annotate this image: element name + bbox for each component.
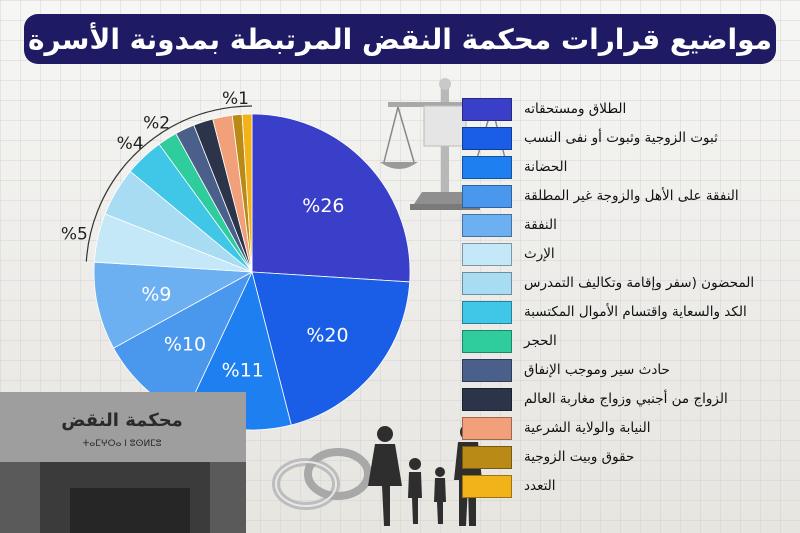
legend-label: الإرث: [524, 245, 555, 262]
legend-label: الكد والسعاية واقتسام الأموال المكتسبة: [524, 303, 747, 320]
legend-item: النفقة على الأهل والزوجة غير المطلقة: [462, 181, 752, 210]
legend-item: التعدد: [462, 471, 752, 500]
legend-item: الطلاق ومستحقاته: [462, 94, 752, 123]
slice-label: %11: [222, 360, 264, 382]
callout-arc: [85, 165, 125, 262]
legend: الطلاق ومستحقاته ثبوت الزوجية وثبوت أو نف…: [462, 94, 755, 500]
legend-label: الزواج من أجنبي وزواج مغاربة العالم: [524, 390, 728, 407]
legend-item: الكد والسعاية واقتسام الأموال المكتسبة: [462, 297, 752, 326]
legend-item: حادث سير وموجب الإنفاق: [462, 355, 752, 384]
legend-swatch: [462, 243, 512, 266]
legend-label: الحجر: [524, 332, 557, 349]
legend-label: ثبوت الزوجية وثبوت أو نفى النسب: [524, 129, 718, 146]
pie-callouts: [85, 105, 253, 262]
legend-swatch: [462, 359, 512, 382]
legend-swatch: [462, 156, 512, 179]
slice-label: %4: [117, 134, 144, 154]
court-building-image: محكمة النقض ⵜⴰⵎⵖⵔⴰ ⵏ ⵓⵙⵍⵎⵓ: [0, 392, 246, 533]
legend-swatch: [462, 301, 512, 324]
slice-label: %26: [302, 195, 344, 217]
legend-swatch: [462, 388, 512, 411]
slice-label: %9: [141, 283, 171, 305]
legend-label: الحضانة: [524, 158, 568, 175]
legend-label: النفقة: [524, 216, 557, 233]
pie-slice: [93, 261, 254, 349]
legend-swatch: [462, 475, 512, 498]
building-sign: محكمة النقض: [61, 410, 183, 431]
slice-label: %10: [164, 333, 206, 355]
pie-slice: [241, 113, 253, 273]
legend-item: النيابة والولاية الشرعية: [462, 413, 752, 442]
legend-label: حقوق وبيت الزوجية: [524, 448, 635, 465]
legend-item: حقوق وبيت الزوجية: [462, 442, 752, 471]
slice-label: %2: [143, 114, 170, 134]
legend-item: المحضون (سفر وإقامة وتكاليف التمدرس: [462, 268, 755, 297]
pie-slices: [93, 113, 411, 431]
legend-swatch: [462, 127, 512, 150]
legend-label: النيابة والولاية الشرعية: [524, 419, 651, 436]
callout-arc: [154, 106, 232, 139]
callout-arc: [231, 105, 253, 108]
legend-label: المحضون (سفر وإقامة وتكاليف التمدرس: [524, 274, 755, 291]
legend-swatch: [462, 185, 512, 208]
legend-label: النفقة على الأهل والزوجة غير المطلقة: [524, 187, 739, 204]
title-bar: مواضيع قرارات محكمة النقض المرتبطة بمدون…: [24, 14, 776, 64]
chart-title: مواضيع قرارات محكمة النقض المرتبطة بمدون…: [27, 22, 773, 56]
slice-label: %20: [306, 324, 348, 346]
legend-swatch: [462, 272, 512, 295]
wedding-rings-icon: [272, 448, 372, 510]
legend-item: الحجر: [462, 326, 752, 355]
building-sign-sub: ⵜⴰⵎⵖⵔⴰ ⵏ ⵓⵙⵍⵎⵓ: [83, 439, 162, 449]
legend-item: الإرث: [462, 239, 752, 268]
slice-label: %1: [222, 89, 249, 109]
legend-swatch: [462, 98, 512, 121]
legend-item: الحضانة: [462, 152, 752, 181]
legend-swatch: [462, 446, 512, 469]
legend-swatch: [462, 330, 512, 353]
legend-label: الطلاق ومستحقاته: [524, 100, 627, 117]
legend-swatch: [462, 417, 512, 440]
legend-item: النفقة: [462, 210, 752, 239]
slice-label: %5: [61, 224, 88, 244]
legend-label: حادث سير وموجب الإنفاق: [524, 361, 670, 378]
pie-labels: %26 %20 %11 %10 %9 %5 %4%2 %1: [61, 89, 349, 382]
legend-item: ثبوت الزوجية وثبوت أو نفى النسب: [462, 123, 752, 152]
pie-slice: [251, 113, 411, 283]
legend-item: الزواج من أجنبي وزواج مغاربة العالم: [462, 384, 752, 413]
callout-arc: [123, 137, 155, 167]
pie-slice: [251, 271, 411, 426]
legend-swatch: [462, 214, 512, 237]
legend-label: التعدد: [524, 477, 556, 494]
